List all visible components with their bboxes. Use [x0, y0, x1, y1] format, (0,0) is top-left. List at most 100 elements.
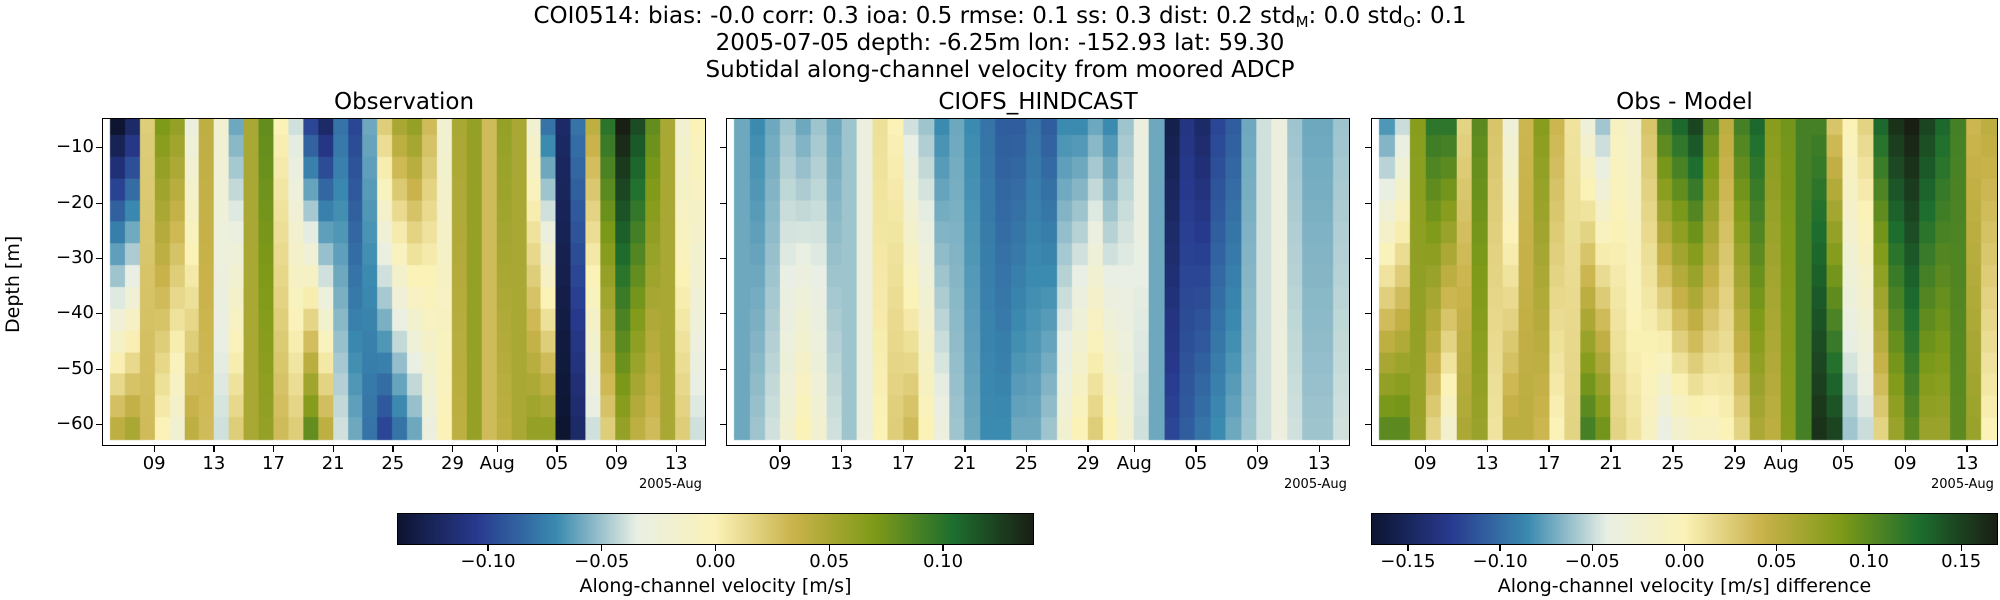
x-tick-mark: [779, 446, 781, 452]
x-tick-mark: [1966, 446, 1968, 452]
y-axis-label: Depth [m]: [2, 235, 24, 333]
title-std-o-value: : 0.1: [1414, 3, 1467, 29]
colorbar-tick-label: 0.00: [1664, 551, 1705, 572]
y-tick-mark: [720, 424, 726, 426]
colorbar-tick-label: 0.05: [1756, 551, 1797, 572]
x-tick-label: 17: [891, 453, 915, 474]
x-tick-label: 13: [664, 453, 688, 474]
x-tick-mark: [1548, 446, 1550, 452]
colorbar-tick-mark: [714, 545, 717, 551]
x-tick-mark: [392, 446, 394, 452]
colorbar-tick-mark: [1960, 545, 1962, 551]
y-tick-label: −10: [56, 136, 94, 157]
x-tick-label: 21: [321, 453, 345, 474]
heatmap-observation-cells: [103, 119, 705, 445]
colorbar-tick-label: −0.10: [460, 551, 516, 572]
x-tick-label: 13: [1955, 453, 1979, 474]
x-tick-label: 13: [202, 453, 226, 474]
colorbar-velocity-label: Along-channel velocity [m/s]: [579, 575, 852, 597]
x-tick-label: 17: [262, 453, 285, 474]
heatmap-model: [726, 118, 1350, 446]
x-tick-label: 09: [605, 453, 628, 474]
figure-title-line-1: COI0514: bias: -0.0 corr: 0.3 ioa: 0.5 r…: [0, 3, 2000, 31]
x-tick-label: Aug: [1116, 453, 1152, 474]
y-tick-mark: [96, 369, 102, 371]
x-tick-mark: [675, 446, 677, 452]
colorbar-tick-mark: [1499, 545, 1501, 551]
title-stats: COI0514: bias: -0.0 corr: 0.3 ioa: 0.5 r…: [533, 3, 1296, 29]
colorbar-tick-label: −0.15: [1380, 551, 1436, 572]
x-tick-mark: [1318, 446, 1320, 452]
colorbar-tick-label: −0.05: [1564, 551, 1620, 572]
x-tick-mark: [1780, 446, 1782, 452]
x-tick-label: 29: [1076, 453, 1100, 474]
x-offset-label-difference: 2005-Aug: [1931, 477, 1994, 492]
x-tick-label: Aug: [479, 453, 515, 474]
y-tick-label: −30: [56, 247, 94, 268]
x-tick-mark: [1904, 446, 1906, 452]
x-tick-mark: [153, 446, 155, 452]
y-tick-mark: [1365, 258, 1371, 260]
colorbar-tick-label: 0.05: [809, 551, 850, 572]
x-tick-label: 09: [768, 453, 792, 474]
x-tick-label: 05: [1831, 453, 1855, 474]
y-tick-mark: [1365, 369, 1371, 371]
x-tick-label: 09: [1413, 453, 1437, 474]
x-tick-mark: [1087, 446, 1089, 452]
x-tick-label: 13: [1307, 453, 1331, 474]
colorbar-tick-label: 0.15: [1941, 551, 1982, 572]
y-tick-mark: [96, 313, 102, 315]
y-tick-label: −60: [56, 413, 94, 434]
y-tick-mark: [720, 203, 726, 205]
title-std-o-subscript: O: [1403, 13, 1415, 31]
y-tick-mark: [1365, 424, 1371, 426]
colorbar-tick-mark: [942, 545, 944, 551]
panel-title-difference: Obs - Model: [1616, 89, 1753, 115]
colorbar-tick-mark: [1683, 545, 1686, 551]
y-tick-mark: [1365, 147, 1371, 149]
figure-title-line-2: 2005-07-05 depth: -6.25m lon: -152.93 la…: [715, 30, 1285, 56]
x-tick-mark: [1672, 446, 1674, 452]
y-tick-mark: [96, 203, 102, 205]
x-tick-mark: [1734, 446, 1736, 452]
x-tick-mark: [332, 446, 334, 452]
heatmap-difference-cells: [1372, 119, 1997, 445]
y-tick-mark: [720, 313, 726, 315]
x-tick-label: 29: [441, 453, 464, 474]
colorbar-difference-label: Along-channel velocity [m/s] difference: [1497, 575, 1872, 597]
x-tick-label: 09: [1893, 453, 1917, 474]
heatmap-observation: [102, 118, 706, 446]
y-tick-label: −40: [56, 302, 94, 323]
heatmap-difference: [1371, 118, 1998, 446]
x-tick-mark: [451, 446, 454, 452]
x-tick-mark: [213, 446, 215, 452]
x-tick-label: 21: [953, 453, 977, 474]
heatmap-model-cells: [727, 119, 1349, 445]
panel-title-model: CIOFS_HINDCAST: [938, 89, 1138, 115]
colorbar-velocity-gradient: [398, 514, 1033, 544]
colorbar-tick-mark: [1868, 545, 1870, 551]
y-tick-mark: [1365, 203, 1371, 205]
x-tick-mark: [272, 446, 275, 452]
x-tick-mark: [964, 446, 966, 452]
x-tick-mark: [1486, 446, 1488, 452]
y-tick-mark: [96, 258, 102, 260]
y-tick-mark: [720, 369, 726, 371]
x-tick-mark: [1610, 446, 1612, 452]
title-std-m-subscript: M: [1295, 13, 1309, 31]
x-tick-mark: [902, 446, 904, 452]
colorbar-tick-mark: [1776, 545, 1778, 551]
x-tick-mark: [1025, 446, 1028, 452]
colorbar-tick-label: 0.10: [922, 551, 964, 572]
x-tick-label: 25: [1661, 453, 1685, 474]
colorbar-tick-label: 0.10: [1848, 551, 1889, 572]
x-tick-label: 13: [1475, 453, 1499, 474]
colorbar-tick-mark: [828, 545, 830, 551]
title-std-m-value: : 0.0 std: [1308, 3, 1404, 29]
colorbar-tick-mark: [1407, 545, 1409, 551]
x-tick-mark: [1195, 446, 1197, 452]
colorbar-tick-label: −0.10: [1472, 551, 1528, 572]
x-offset-label-observation: 2005-Aug: [639, 477, 702, 492]
y-tick-mark: [1365, 313, 1371, 315]
x-tick-label: 05: [545, 453, 569, 474]
